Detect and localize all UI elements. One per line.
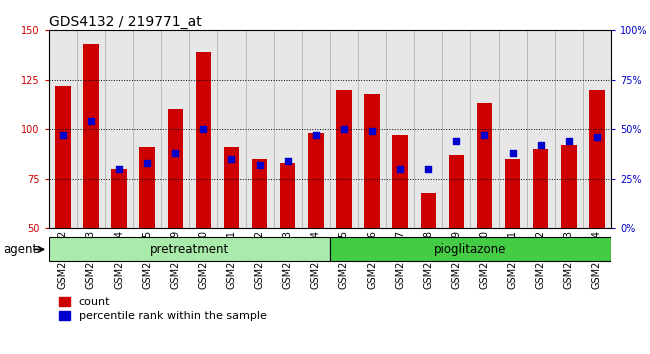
Point xyxy=(536,142,546,148)
Bar xyxy=(196,52,211,228)
Bar xyxy=(252,159,267,228)
Point xyxy=(114,166,124,172)
Bar xyxy=(224,147,239,228)
Point xyxy=(395,166,406,172)
Bar xyxy=(217,30,246,228)
Bar xyxy=(280,163,296,228)
Bar xyxy=(471,30,499,228)
Bar xyxy=(589,90,604,228)
Point xyxy=(451,138,462,144)
Bar xyxy=(302,30,330,228)
Bar xyxy=(358,30,386,228)
Bar xyxy=(77,30,105,228)
Point xyxy=(339,126,349,132)
Bar xyxy=(55,86,71,228)
Point xyxy=(226,156,237,162)
Bar xyxy=(49,30,77,228)
Bar xyxy=(49,238,330,261)
Point xyxy=(367,129,377,134)
Bar xyxy=(246,30,274,228)
Point xyxy=(198,126,209,132)
Bar xyxy=(139,147,155,228)
Point xyxy=(170,150,181,156)
Bar xyxy=(336,90,352,228)
Point xyxy=(564,138,574,144)
Bar xyxy=(168,109,183,228)
Point xyxy=(508,150,518,156)
Bar xyxy=(83,44,99,228)
Bar xyxy=(476,103,492,228)
Text: pioglitazone: pioglitazone xyxy=(434,243,506,256)
Point xyxy=(86,119,96,124)
Text: GDS4132 / 219771_at: GDS4132 / 219771_at xyxy=(49,15,202,29)
Point xyxy=(311,132,321,138)
Bar xyxy=(442,30,471,228)
Bar xyxy=(386,30,414,228)
Legend: count, percentile rank within the sample: count, percentile rank within the sample xyxy=(55,292,271,325)
Point xyxy=(592,134,602,140)
Bar xyxy=(414,30,442,228)
Bar xyxy=(364,93,380,228)
Bar xyxy=(533,149,549,228)
Point xyxy=(423,166,434,172)
Point xyxy=(58,132,68,138)
Text: pretreatment: pretreatment xyxy=(150,243,229,256)
Bar xyxy=(274,30,302,228)
Bar xyxy=(583,30,611,228)
Bar xyxy=(554,30,583,228)
Point xyxy=(142,160,152,166)
Bar xyxy=(308,133,324,228)
Bar xyxy=(330,238,611,261)
Bar xyxy=(526,30,554,228)
Text: agent: agent xyxy=(3,243,38,256)
Bar xyxy=(105,30,133,228)
Point xyxy=(254,162,265,168)
Bar xyxy=(133,30,161,228)
Bar xyxy=(448,155,464,228)
Bar xyxy=(421,193,436,228)
Bar xyxy=(189,30,217,228)
Bar xyxy=(499,30,526,228)
Bar xyxy=(161,30,189,228)
Bar xyxy=(330,30,358,228)
Bar xyxy=(505,159,521,228)
Point xyxy=(479,132,489,138)
Bar xyxy=(111,169,127,228)
Point xyxy=(283,158,293,164)
Bar xyxy=(561,145,577,228)
Bar xyxy=(393,135,408,228)
